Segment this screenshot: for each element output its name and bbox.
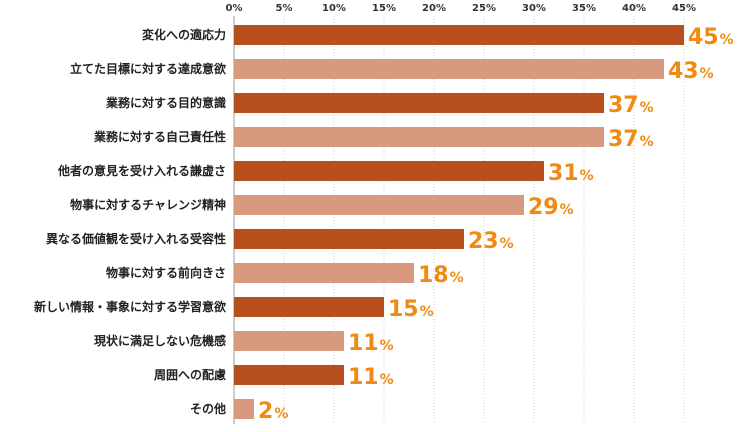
value-number: 11 [348, 331, 379, 356]
category-label: 周囲への配慮 [154, 367, 226, 382]
value-unit: % [580, 168, 594, 184]
bar [234, 399, 254, 419]
value-label: 15% [388, 297, 434, 322]
value-unit: % [560, 202, 574, 218]
bar [234, 59, 664, 79]
x-tick-label: 45% [672, 3, 696, 14]
category-label: その他 [190, 401, 226, 416]
value-number: 15 [388, 297, 419, 322]
x-tick-label: 30% [522, 3, 546, 14]
x-tick-label: 40% [622, 3, 646, 14]
value-number: 11 [348, 365, 379, 390]
x-tick-label: 35% [572, 3, 596, 14]
value-labels: 45%43%37%37%31%29%23%18%15%11%11%2% [258, 25, 734, 424]
value-label: 2% [258, 399, 288, 424]
value-unit: % [700, 66, 714, 82]
value-unit: % [720, 32, 734, 48]
bar [234, 263, 414, 283]
value-unit: % [380, 372, 394, 388]
bar [234, 127, 604, 147]
x-tick-label: 5% [276, 3, 293, 14]
value-label: 29% [528, 195, 574, 220]
value-number: 2 [258, 399, 273, 424]
bar [234, 365, 344, 385]
value-label: 45% [688, 25, 734, 50]
value-unit: % [420, 304, 434, 320]
value-unit: % [500, 236, 514, 252]
category-label: 変化への適応力 [142, 27, 226, 42]
category-label: 新しい情報・事象に対する学習意欲 [34, 299, 226, 314]
x-tick-label: 15% [372, 3, 396, 14]
grid-lines [233, 16, 685, 424]
value-number: 37 [608, 127, 639, 152]
x-tick-label: 0% [226, 3, 243, 14]
value-number: 37 [608, 93, 639, 118]
value-unit: % [640, 100, 654, 116]
value-label: 23% [468, 229, 514, 254]
value-label: 18% [418, 263, 464, 288]
category-label: 異なる価値観を受け入れる受容性 [46, 231, 226, 246]
category-label: 物事に対するチャレンジ精神 [70, 197, 226, 212]
value-unit: % [450, 270, 464, 286]
value-number: 18 [418, 263, 449, 288]
category-labels: 変化への適応力立てた目標に対する達成意欲業務に対する目的意識業務に対する自己責任… [34, 27, 226, 416]
value-label: 31% [548, 161, 594, 186]
value-unit: % [640, 134, 654, 150]
value-label: 43% [668, 59, 714, 84]
category-label: 業務に対する自己責任性 [93, 129, 226, 144]
value-number: 29 [528, 195, 559, 220]
bars [234, 25, 684, 419]
category-label: 業務に対する目的意識 [105, 95, 226, 110]
bar [234, 297, 384, 317]
category-label: 立てた目標に対する達成意欲 [70, 61, 226, 76]
category-label: 他者の意見を受け入れる謙虚さ [57, 163, 226, 178]
value-number: 31 [548, 161, 579, 186]
value-label: 11% [348, 365, 394, 390]
category-label: 物事に対する前向きさ [106, 265, 226, 280]
bar [234, 25, 684, 45]
value-unit: % [274, 406, 288, 422]
value-number: 43 [668, 59, 699, 84]
value-unit: % [380, 338, 394, 354]
x-tick-labels: 0% 5% 10% 15% 20% 25% 30% 35% 40% 45% [226, 3, 696, 14]
value-label: 37% [608, 93, 654, 118]
x-tick-label: 20% [422, 3, 446, 14]
bar [234, 93, 604, 113]
value-label: 37% [608, 127, 654, 152]
value-number: 45 [688, 25, 719, 50]
bar [234, 161, 544, 181]
value-label: 11% [348, 331, 394, 356]
category-label: 現状に満足しない危機感 [94, 333, 226, 348]
bar [234, 229, 464, 249]
bar [234, 195, 524, 215]
x-tick-label: 10% [322, 3, 346, 14]
bar [234, 331, 344, 351]
x-tick-label: 25% [472, 3, 496, 14]
value-number: 23 [468, 229, 499, 254]
